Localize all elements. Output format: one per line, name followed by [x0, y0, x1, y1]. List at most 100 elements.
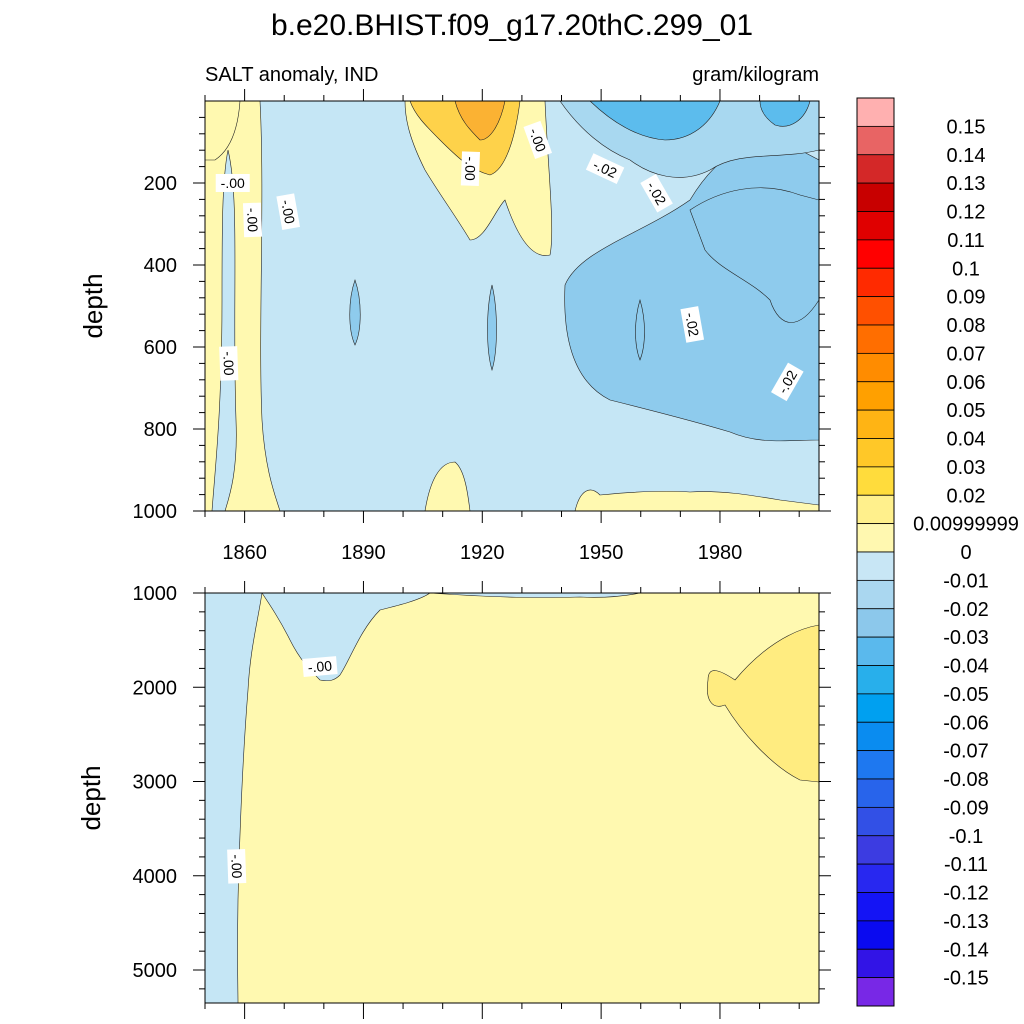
colorbar-label: -0.08 [943, 769, 989, 791]
upper-y-tick-label: 1000 [133, 501, 178, 523]
lower-panel-frame [204, 592, 820, 1004]
colorbar-swatch [856, 608, 895, 638]
colorbar-swatch [856, 182, 895, 212]
colorbar-label: 0.12 [947, 202, 986, 224]
colorbar-label: -0.14 [943, 939, 989, 961]
upper-contour-label: -.00 [219, 346, 239, 381]
colorbar-label: -0.02 [943, 599, 989, 621]
colorbar-swatch [856, 466, 895, 496]
colorbar-label: -0.09 [943, 797, 989, 819]
upper-contour-label: -.00 [460, 151, 480, 186]
colorbar-label: -0.06 [943, 712, 989, 734]
colorbar-swatch [856, 579, 895, 610]
contour-label-text: -.00 [278, 198, 298, 225]
upper-y-ticks: 200 400 600 800 1000 [133, 116, 831, 523]
chart-title: b.e20.BHIST.f09_g17.20thC.299_01 [271, 9, 753, 42]
colorbar-swatch [856, 523, 895, 553]
lower-y-tick-label: 1000 [133, 583, 178, 605]
contour-label-text: -.02 [682, 311, 702, 338]
x-tick-label: 1890 [341, 542, 386, 564]
lower-blue-left-strip [205, 593, 263, 1003]
x-tick-label: 1860 [222, 542, 267, 564]
upper-yellow-surface-left [205, 101, 241, 161]
colorbar-swatch [856, 551, 895, 581]
upper-x-ticks: 1860 1890 1920 1950 1980 [204, 89, 800, 1009]
colorbar-frame [856, 97, 895, 1007]
lower-contour-label: -.00 [302, 656, 338, 677]
upper-yellow-bottom-band [574, 489, 819, 511]
colorbar-label: -0.05 [943, 684, 989, 706]
upper-y-tick-label: 600 [144, 337, 177, 359]
colorbar-label: 0.07 [947, 343, 986, 365]
colorbar-swatch [856, 892, 895, 922]
colorbar-swatch [856, 267, 895, 298]
colorbar-swatch [856, 750, 895, 780]
upper-contour-label: -.00 [276, 193, 301, 231]
colorbar-swatch [856, 636, 895, 666]
colorbar-swatch [856, 211, 895, 241]
colorbar-label: -0.12 [943, 883, 989, 905]
contour-label-box [460, 151, 480, 186]
lower-panel: 1000 2000 3000 4000 5000 -.00 -.00 depth [76, 581, 831, 1019]
colorbar-swatch [856, 806, 895, 837]
colorbar-swatch [856, 239, 895, 269]
contour-label-text: -.00 [244, 208, 261, 233]
colorbar-swatch [856, 296, 895, 326]
colorbar-label: 0.02 [947, 485, 986, 507]
upper-panel-frame [204, 100, 820, 512]
upper-blue-lens-3 [635, 298, 645, 361]
upper-blue-left-gap [211, 149, 237, 511]
upper-blue-lens-2 [487, 284, 497, 372]
upper-y-axis-label: depth [78, 273, 108, 338]
colorbar-swatch [856, 154, 895, 184]
contour-label-text: -.00 [221, 175, 245, 191]
colorbar-swatch [856, 835, 895, 865]
colorbar-swatch [856, 97, 895, 127]
lower-background-fill [205, 593, 819, 1003]
upper-y-tick-label: 400 [144, 255, 177, 277]
contour-label-box [585, 153, 625, 184]
subtitle-units: gram/kilogram [692, 64, 819, 86]
contour-label-box [523, 120, 553, 160]
subtitle-variable: SALT anomaly, IND [205, 64, 378, 86]
colorbar-label: 0.14 [947, 145, 986, 167]
colorbar-label: 0.1 [952, 258, 980, 280]
colorbar-swatch [856, 920, 895, 950]
contour-label-box [276, 193, 301, 231]
lower-y-tick-label: 4000 [133, 866, 178, 888]
lower-yellow-right-lens [707, 624, 819, 783]
upper-blue-lens-1 [349, 279, 361, 346]
colorbar-swatch [856, 693, 895, 723]
upper-field [205, 101, 819, 511]
colorbar-label: 0.09 [947, 287, 986, 309]
colorbar-label: 0.08 [947, 315, 986, 337]
colorbar-label: -0.11 [944, 854, 988, 876]
lower-blue-surface-fringe [429, 593, 641, 598]
colorbar-swatch [856, 948, 895, 979]
colorbar: 0.15 0.14 0.13 0.12 0.11 0.1 0.09 0.08 0.07 0.06 0… [856, 97, 1019, 1007]
colorbar-label: -0.04 [943, 656, 989, 678]
lower-y-ticks: 1000 2000 3000 4000 5000 [133, 583, 831, 990]
lower-y-tick-label: 3000 [133, 772, 178, 794]
lower-y-axis-label: depth [76, 765, 106, 830]
colorbar-swatch [856, 494, 895, 525]
lower-contour-label: -.00 [227, 849, 247, 884]
colorbar-swatch [856, 125, 895, 156]
upper-contour-label: -.00 [523, 120, 553, 160]
colorbar-label: 0.13 [947, 173, 986, 195]
colorbar-swatch [856, 863, 895, 893]
colorbar-label: -0.03 [943, 627, 989, 649]
x-tick-label: 1980 [698, 542, 743, 564]
contour-label-text: -.00 [307, 657, 333, 675]
colorbar-swatch [856, 721, 895, 752]
colorbar-label: -0.01 [943, 570, 989, 592]
colorbar-swatch [856, 409, 895, 439]
x-tick-label: 1950 [579, 542, 624, 564]
contour-label-box [771, 362, 804, 402]
lower-blue-surface-tongue [261, 593, 431, 682]
contour-label-box [227, 849, 247, 884]
upper-yellow-bottom-bump [424, 461, 471, 511]
contour-label-box [242, 202, 263, 238]
upper-surface-blue-right [759, 101, 811, 127]
colorbar-label: -0.13 [943, 911, 989, 933]
